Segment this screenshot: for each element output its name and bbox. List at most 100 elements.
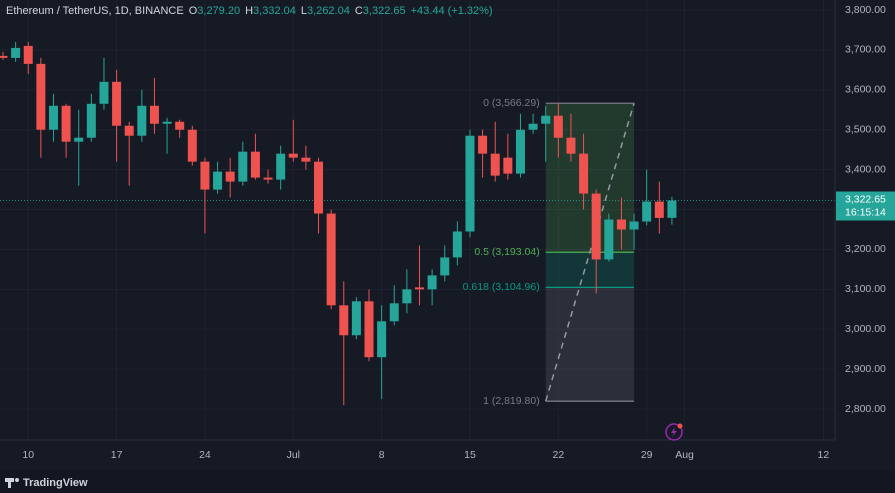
candle-body: [452, 231, 462, 258]
countdown-label: 16:15:14: [845, 206, 886, 218]
candle-body: [629, 221, 639, 230]
ohlc-key: O: [189, 5, 198, 17]
y-tick-label: 3,100.00: [845, 283, 886, 295]
candle-body: [23, 45, 33, 64]
candle-body: [541, 115, 551, 124]
ohlc-value: 3,332.04: [253, 5, 296, 17]
x-tick-label: 24: [199, 449, 211, 461]
fib-label: 1 (2,819.80): [483, 395, 540, 407]
y-tick-label: 3,600.00: [845, 84, 886, 96]
candle-body: [0, 55, 8, 58]
x-tick-label: Jul: [287, 449, 300, 461]
last-price-label: 3,322.65: [845, 193, 886, 205]
candle-body: [604, 219, 614, 260]
candle-body: [364, 301, 374, 358]
candle-body: [200, 161, 210, 190]
y-tick-label: 2,800.00: [845, 403, 886, 415]
candle-body: [225, 171, 235, 182]
change: +43.44 (+1.32%): [411, 5, 493, 17]
fib-trend-line: [544, 103, 635, 402]
candle-body: [36, 63, 46, 130]
candle-body: [440, 257, 450, 276]
candle-body: [301, 157, 311, 162]
y-tick-label: 3,200.00: [845, 243, 886, 255]
candle-body: [415, 287, 424, 290]
candle-body: [616, 219, 626, 230]
candle-body: [553, 115, 563, 138]
candle-body: [591, 193, 601, 260]
candle-body: [490, 153, 500, 176]
candle-body: [528, 123, 538, 130]
candle-body: [667, 200, 677, 218]
candle-body: [654, 201, 664, 218]
candle-body: [99, 81, 109, 104]
candle-body: [250, 151, 260, 178]
fib-label: 0.618 (3,104.96): [463, 281, 540, 293]
x-tick-label: 22: [552, 449, 564, 461]
candle-body: [326, 213, 336, 306]
fib-zone: [545, 252, 635, 288]
ohlc-value: 3,279.20: [197, 5, 240, 17]
candle-body: [11, 47, 21, 58]
x-tick-label: Aug: [675, 449, 694, 461]
x-tick-label: 10: [22, 449, 34, 461]
candle-body: [276, 153, 286, 180]
fib-label: 0 (3,566.29): [483, 97, 540, 109]
candle-body: [86, 103, 96, 138]
ohlc-value: 3,262.04: [307, 5, 350, 17]
event-icon[interactable]: [665, 423, 683, 441]
x-tick-label: 29: [641, 449, 653, 461]
y-tick-label: 3,000.00: [845, 323, 886, 335]
footer: [0, 470, 895, 493]
candle-body: [149, 105, 159, 124]
ohlc-key: L: [301, 5, 307, 17]
candle-body: [642, 201, 652, 222]
candle-body: [377, 321, 387, 358]
y-tick-label: 3,700.00: [845, 44, 886, 56]
candle-body: [187, 129, 197, 162]
x-tick-label: 12: [818, 449, 830, 461]
plot: 0 (3,566.29) 0.5 (3,193.04) 0.618 (3,104.9…: [0, 41, 835, 407]
candle-body: [112, 81, 122, 126]
header: Ethereum / TetherUS, 1D, BINANCE O3,279.2…: [6, 5, 493, 17]
candle-body: [389, 303, 399, 322]
x-tick-label: 8: [379, 449, 385, 461]
candle-body: [263, 177, 273, 180]
candle-body: [402, 289, 412, 304]
candle-body: [124, 125, 134, 136]
ohlc-value: 3,322.65: [363, 5, 406, 17]
y-tick-label: 3,500.00: [845, 124, 886, 136]
candle-body: [162, 121, 172, 124]
candle-body: [427, 275, 437, 290]
candle-body: [503, 157, 513, 174]
y-tick-label: 3,800.00: [845, 4, 886, 16]
x-tick-label: 15: [464, 449, 476, 461]
y-tick-label: 2,900.00: [845, 363, 886, 375]
candle-body: [61, 105, 71, 142]
candle-body: [314, 161, 324, 214]
candle-body: [351, 301, 361, 336]
candle-body: [74, 137, 84, 142]
candle-body: [515, 129, 525, 174]
candle-body: [238, 151, 248, 182]
last-price-tag: [836, 191, 895, 221]
fib-zone: [545, 287, 635, 402]
ohlc-key: H: [245, 5, 253, 17]
ohlc-key: C: [355, 5, 363, 17]
candle-body: [137, 105, 147, 136]
candle-body: [288, 153, 298, 158]
candle-body: [213, 171, 223, 190]
candle-body: [48, 105, 58, 130]
candle-body: [566, 137, 576, 154]
candle-body: [339, 305, 349, 336]
candle-body: [579, 153, 589, 194]
x-tick-label: 17: [111, 449, 123, 461]
candle-body: [478, 135, 488, 154]
y-tick-label: 3,400.00: [845, 163, 886, 175]
logo: [5, 478, 19, 488]
brand: TradingView: [23, 477, 88, 489]
fib-label: 0.5 (3,193.04): [474, 246, 539, 258]
